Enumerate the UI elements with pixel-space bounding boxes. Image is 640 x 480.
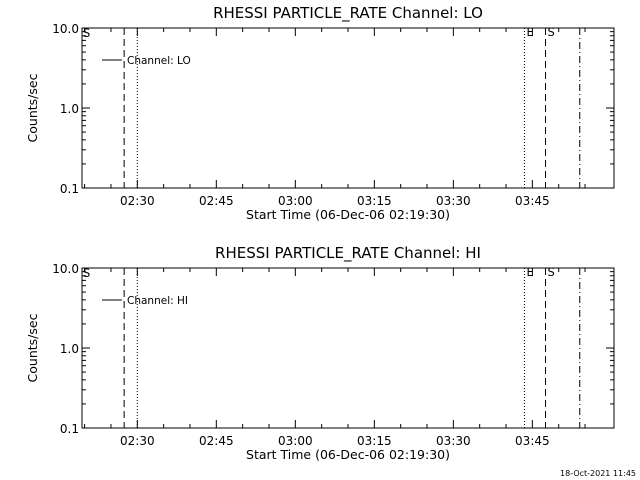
y-axis-label: Counts/sec [25, 73, 40, 142]
x-tick-label: 02:30 [120, 194, 155, 208]
footer-timestamp: 18-Oct-2021 11:45 [560, 469, 636, 478]
x-tick-label: 03:30 [436, 194, 471, 208]
legend-label: Channel: HI [127, 295, 188, 307]
event-line-label: E [526, 265, 533, 279]
y-axis-label: Counts/sec [25, 313, 40, 382]
y-tick-label: 0.1 [60, 182, 79, 196]
chart-title: RHESSI PARTICLE_RATE Channel: HI [215, 244, 481, 263]
panel-1: RHESSI PARTICLE_RATE Channel: LO Counts/s… [25, 4, 615, 222]
x-tick-label: 02:45 [199, 194, 234, 208]
x-tick-label: 03:45 [515, 194, 550, 208]
x-tick-label: 03:45 [515, 434, 550, 448]
chart-title: RHESSI PARTICLE_RATE Channel: LO [213, 4, 483, 23]
corner-marker-label: S [83, 266, 90, 280]
y-tick-label: 10.0 [52, 262, 79, 276]
event-line-label: S [548, 265, 555, 279]
y-tick-label: 1.0 [60, 342, 79, 356]
event-line-label: E [526, 25, 533, 39]
y-tick-label: 0.1 [60, 422, 79, 436]
x-axis-label: Start Time (06-Dec-06 02:19:30) [246, 207, 450, 222]
event-line-label: S [548, 25, 555, 39]
corner-marker-label: S [83, 26, 90, 40]
x-tick-label: 03:00 [278, 194, 313, 208]
y-tick-label: 1.0 [60, 102, 79, 116]
x-axis-label: Start Time (06-Dec-06 02:19:30) [246, 447, 450, 462]
x-tick-label: 02:45 [199, 434, 234, 448]
y-tick-label: 10.0 [52, 22, 79, 36]
x-tick-label: 03:15 [357, 194, 392, 208]
x-tick-label: 03:15 [357, 434, 392, 448]
x-tick-label: 03:30 [436, 434, 471, 448]
x-tick-label: 03:00 [278, 434, 313, 448]
x-tick-label: 02:30 [120, 434, 155, 448]
legend-label: Channel: LO [127, 55, 191, 67]
panel-2: RHESSI PARTICLE_RATE Channel: HI Counts/s… [25, 244, 615, 462]
